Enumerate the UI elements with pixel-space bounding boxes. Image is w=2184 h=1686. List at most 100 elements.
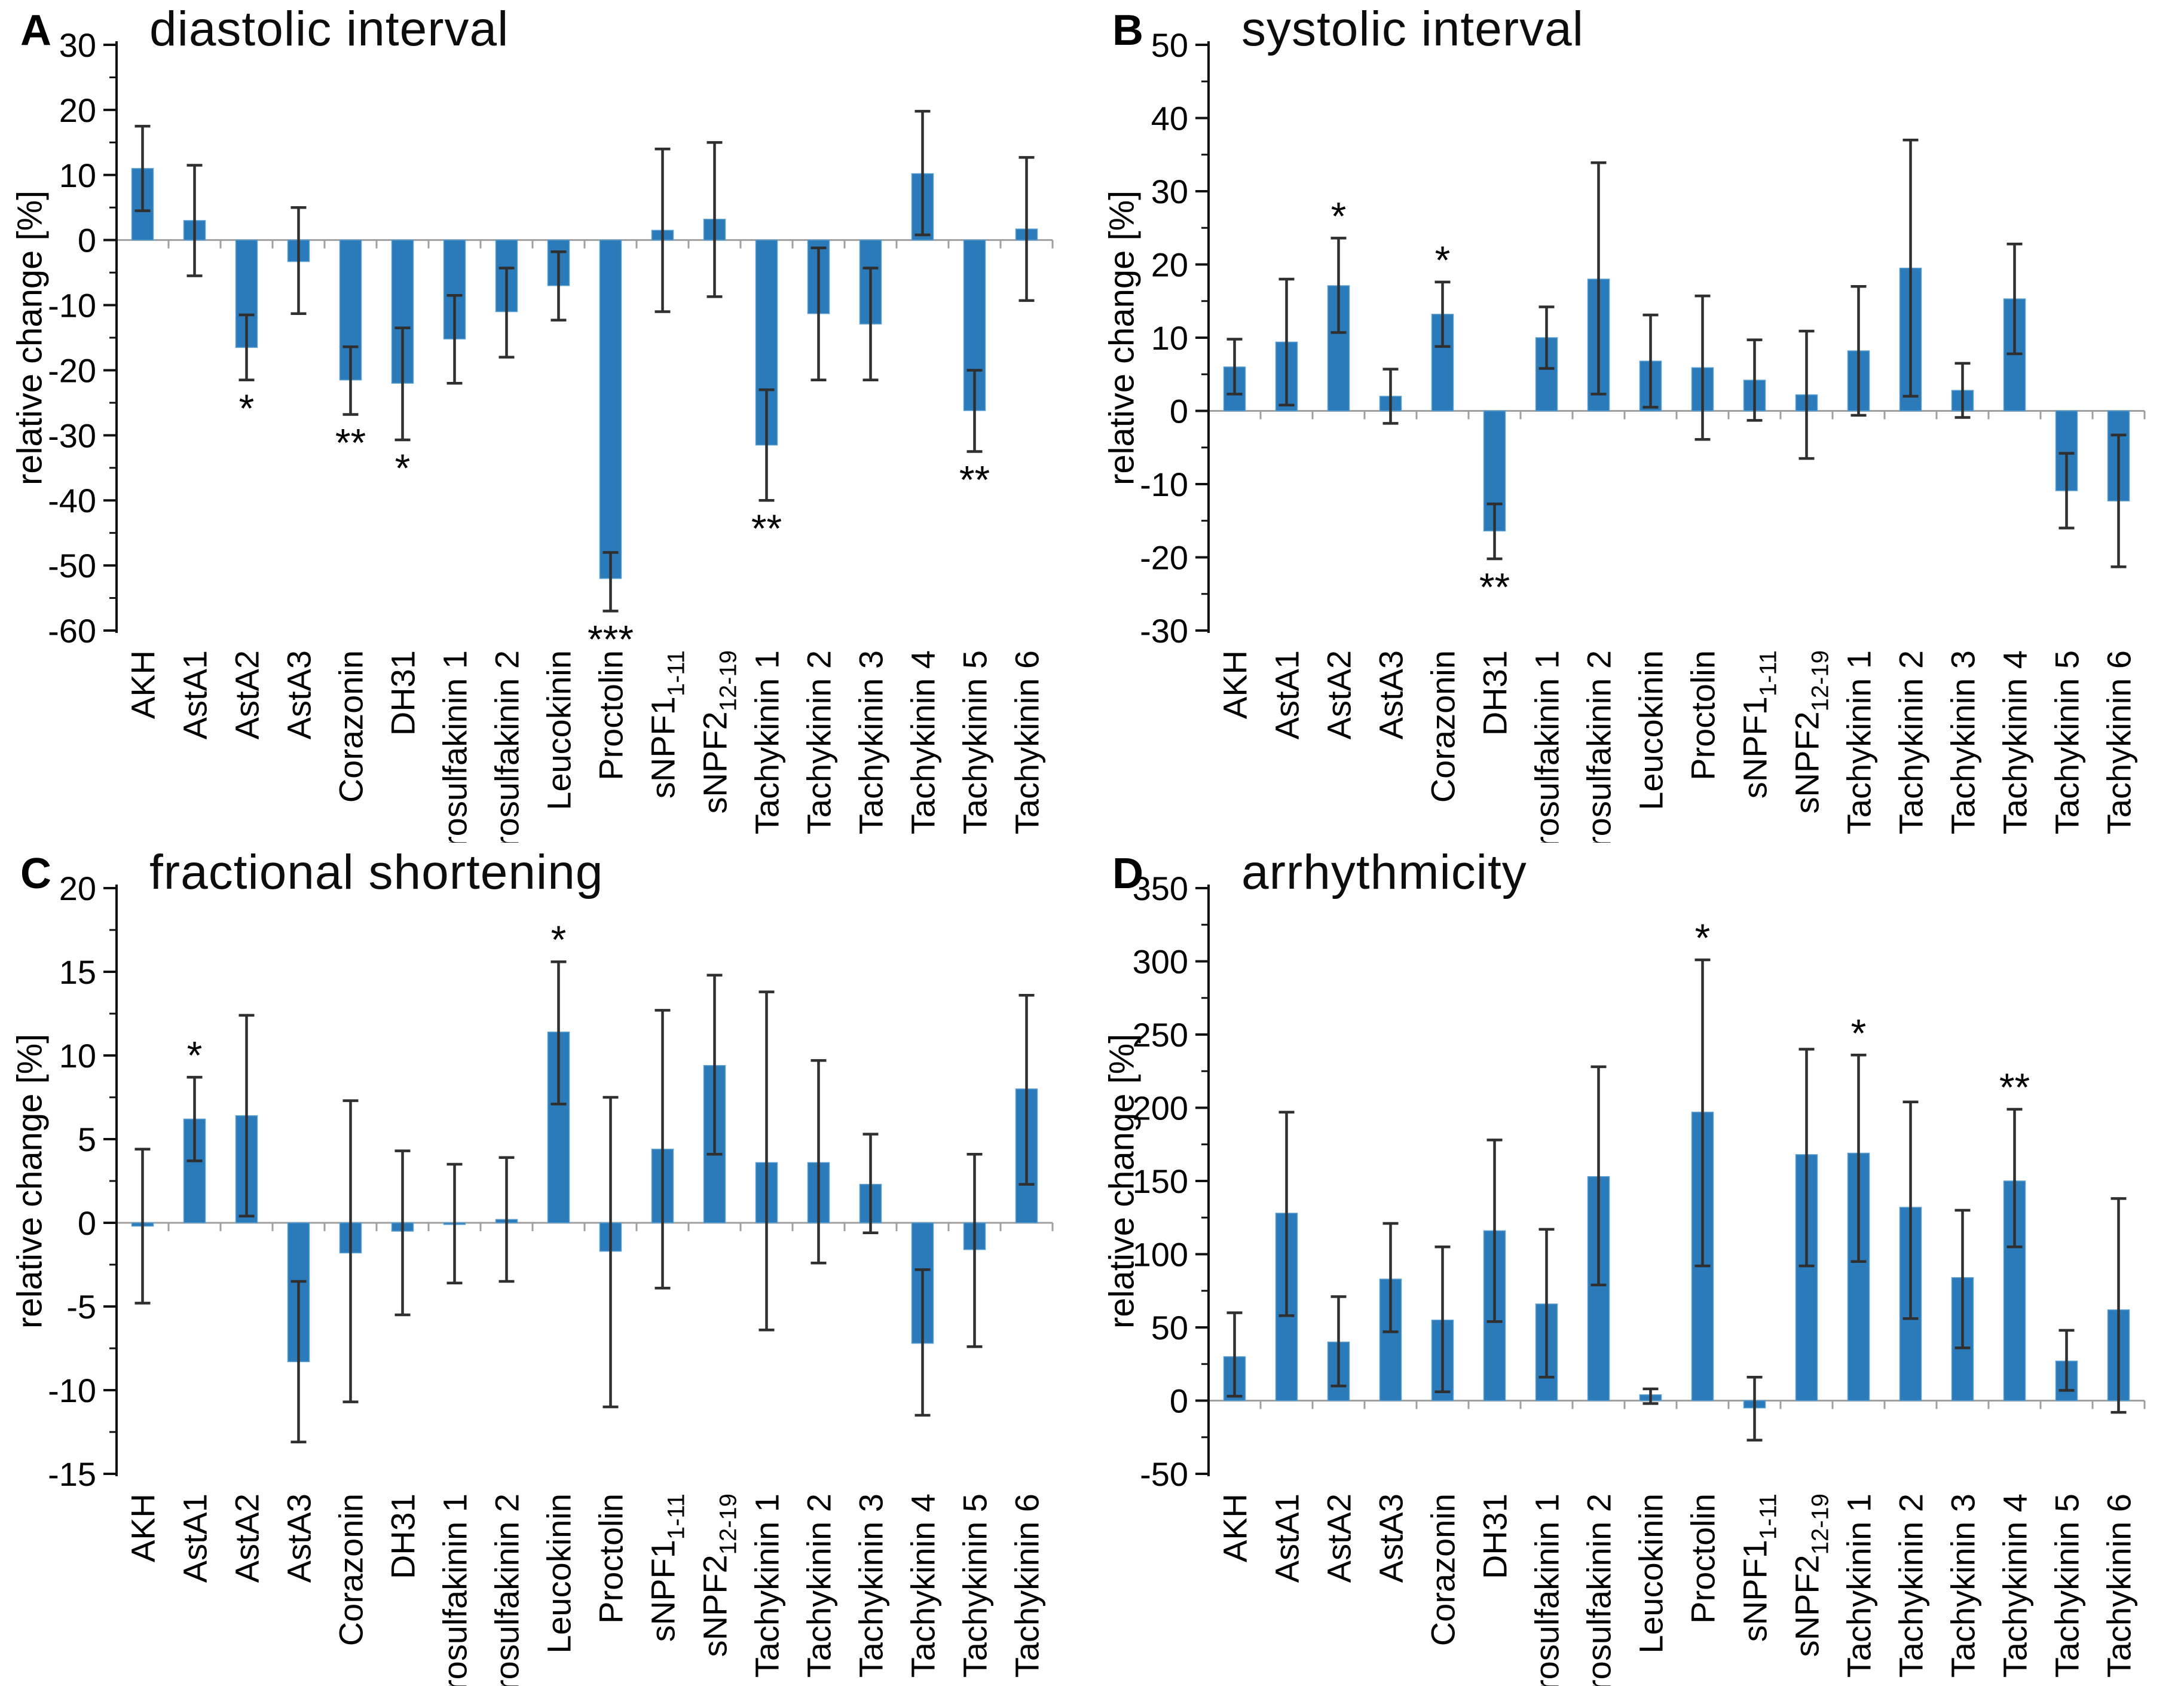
y-tick-label: -10 (48, 1372, 96, 1409)
x-category-label: Drosulfakinin 1 (1528, 1494, 1566, 1686)
y-tick-label: -10 (48, 287, 96, 325)
x-category-label: Proctolin (1684, 1494, 1722, 1624)
y-axis-label: relative change [%] (10, 190, 50, 485)
x-category-label: DH31 (1476, 1494, 1514, 1579)
x-category-label: Proctolin (592, 1494, 630, 1624)
y-tick-label: 200 (1133, 1090, 1188, 1127)
y-tick-label: -50 (48, 547, 96, 585)
x-category-label: AstA2 (228, 1494, 266, 1583)
x-category-label: AstA2 (1320, 1494, 1358, 1583)
x-category-label: AKH (1216, 650, 1254, 719)
x-category-label: Tachykinin 6 (1008, 650, 1046, 834)
x-category-label: Tachykinin 6 (2100, 650, 2138, 834)
x-category-label: Proctolin (1684, 650, 1722, 781)
y-tick-label: -15 (48, 1455, 96, 1493)
x-category-label: Leucokinin (540, 1494, 578, 1654)
x-category-label: AstA1 (1268, 650, 1306, 739)
y-tick-label: 40 (1151, 100, 1188, 137)
y-tick-label: 20 (59, 91, 96, 129)
x-category-label: Drosulfakinin 2 (1580, 1494, 1618, 1686)
significance-stars: ** (751, 506, 782, 550)
x-category-label: sNPF11-11 (644, 650, 690, 798)
x-category-label: AstA3 (1372, 650, 1410, 739)
x-category-label: Drosulfakinin 2 (488, 650, 526, 843)
y-tick-label: -30 (48, 417, 96, 454)
y-axis-label: relative change [%] (1102, 1033, 1142, 1329)
x-category-label: DH31 (1476, 650, 1514, 736)
x-category-label: Corazonin (332, 1494, 370, 1646)
x-category-label: sNPF11-11 (1736, 1494, 1782, 1642)
panel-diastolic-interval: 30 20 10 0 -10 -20 -30 -40 -50 -60 AKH AstA1 * AstA2 A… (0, 0, 1092, 843)
y-axis-label: relative change [%] (10, 1033, 50, 1329)
panel-letter-c: C (20, 850, 51, 898)
x-category-label: Corazonin (332, 650, 370, 803)
panel-arrhythmicity: 350 300 250 200 150 100 50 0 -50 AKH AstA1 AstA2 Ast… (1092, 843, 2184, 1686)
significance-stars: * (1435, 238, 1451, 282)
x-category-label: Tachykinin 3 (1944, 1494, 1982, 1678)
x-category-label: AstA1 (1268, 1494, 1306, 1583)
panel-title-diastolic: diastolic interval (149, 2, 509, 56)
x-category-label: Tachykinin 5 (2048, 1494, 2086, 1678)
x-category-label: Tachykinin 2 (800, 650, 838, 834)
x-category-label: Tachykinin 4 (1996, 650, 2034, 834)
x-category-label: AstA1 (176, 1494, 214, 1583)
x-category-label: Tachykinin 5 (956, 1494, 994, 1678)
y-tick-label: 10 (59, 157, 96, 194)
y-tick-label: 20 (59, 870, 96, 907)
x-category-label: Tachykinin 5 (956, 650, 994, 834)
x-category-label: Drosulfakinin 1 (436, 1494, 474, 1686)
y-tick-label: -20 (48, 351, 96, 389)
x-category-label: Corazonin (1424, 1494, 1462, 1646)
panel-title-systolic: systolic interval (1241, 2, 1584, 56)
x-category-label: Drosulfakinin 1 (436, 650, 474, 843)
diastolic-interval-bar-chart: 30 20 10 0 -10 -20 -30 -40 -50 -60 AKH AstA1 * AstA2 A… (48, 26, 1054, 843)
arrhythmicity-bar-chart: 350 300 250 200 150 100 50 0 -50 AKH AstA1 AstA2 Ast… (1133, 870, 2146, 1686)
x-category-label: sNPF212-19 (696, 1494, 742, 1657)
x-category-label: Tachykinin 6 (2100, 1494, 2138, 1678)
x-category-label: Drosulfakinin 2 (488, 1494, 526, 1686)
x-category-label: Leucokinin (1632, 1494, 1670, 1654)
panel-letter-d: D (1112, 850, 1143, 898)
x-category-label: AstA3 (280, 650, 318, 739)
x-category-label: DH31 (384, 1494, 422, 1579)
y-tick-label: 50 (1151, 26, 1188, 64)
x-category-label: Drosulfakinin 2 (1580, 650, 1618, 843)
panel-title-arrhythmicity: arrhythmicity (1241, 845, 1527, 899)
panel-letter-b: B (1112, 7, 1143, 54)
significance-stars: * (187, 1033, 203, 1077)
y-tick-label: 100 (1133, 1236, 1188, 1274)
panel-fractional-shortening: 20 15 10 5 0 -5 -10 -15 AKH * AstA1 AstA2 AstA3 Coraz… (0, 843, 1092, 1686)
significance-stars: ** (335, 420, 366, 464)
x-category-label: Corazonin (1424, 650, 1462, 803)
x-category-label: sNPF11-11 (644, 1494, 690, 1642)
significance-stars: ** (1999, 1065, 2030, 1109)
x-category-label: Tachykinin 4 (1996, 1494, 2034, 1678)
y-tick-label: 250 (1133, 1016, 1188, 1054)
y-tick-label: 15 (59, 953, 96, 991)
x-category-label: AstA3 (280, 1494, 318, 1583)
x-category-label: AstA1 (176, 650, 214, 739)
x-category-label: sNPF11-11 (1736, 650, 1782, 798)
x-category-label: Tachykinin 4 (904, 1494, 942, 1678)
y-axis-label: relative change [%] (1102, 190, 1142, 485)
x-category-label: Proctolin (592, 650, 630, 781)
y-tick-label: -40 (48, 482, 96, 519)
fractional-shortening-bar-chart: 20 15 10 5 0 -5 -10 -15 AKH * AstA1 AstA2 AstA3 Coraz… (48, 870, 1054, 1686)
significance-stars: * (1331, 194, 1347, 238)
y-tick-label: 20 (1151, 246, 1188, 284)
y-tick-label: 30 (59, 26, 96, 64)
x-category-label: sNPF212-19 (696, 650, 742, 813)
x-category-label: Tachykinin 2 (1892, 1494, 1930, 1678)
significance-stars: * (395, 446, 411, 490)
significance-stars: * (551, 917, 567, 962)
panel-letter-a: A (20, 7, 51, 54)
y-tick-label: 150 (1133, 1162, 1188, 1200)
x-category-label: AKH (124, 1494, 162, 1562)
y-tick-label: 10 (59, 1037, 96, 1075)
x-category-label: Tachykinin 1 (748, 1494, 786, 1678)
y-tick-label: -20 (1140, 539, 1188, 577)
x-category-label: AKH (1216, 1494, 1254, 1562)
x-category-label: AstA2 (228, 650, 266, 739)
bar (1847, 1152, 1870, 1402)
